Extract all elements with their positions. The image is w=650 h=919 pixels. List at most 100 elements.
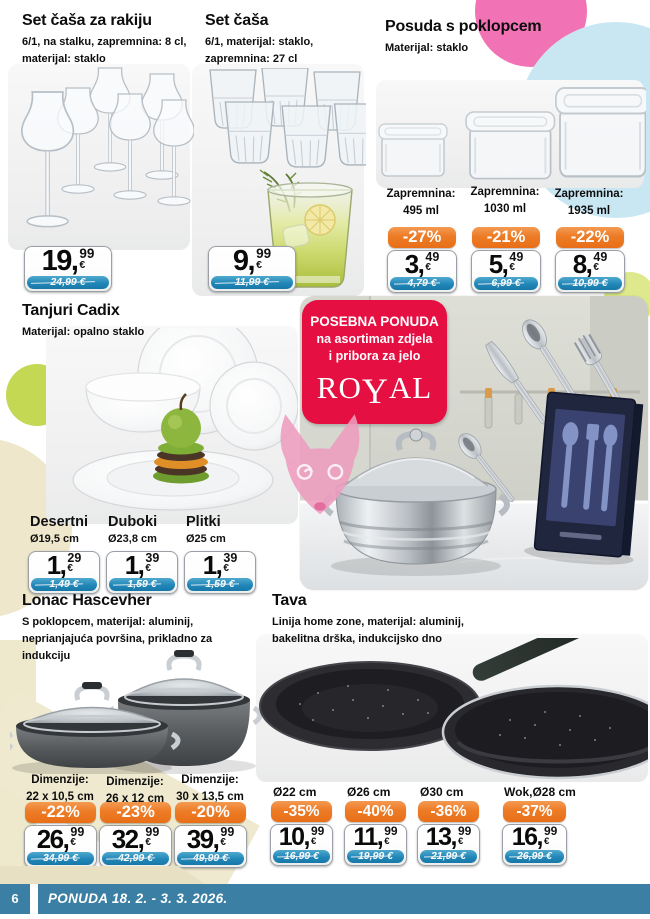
lonac-variant-label-0: Dimenzije: 22 x 10,5 cm: [26, 774, 94, 803]
price-currency: €: [425, 262, 431, 273]
footer-offer-period: PONUDA 18. 2. - 3. 3. 2026.: [38, 884, 650, 914]
price-main: 1,: [46, 550, 67, 580]
tava-desc-line1: Linija home zone, materijal: aluminij,: [272, 616, 464, 628]
cadix-price-0: 1, 29 € 1,49 €: [28, 551, 100, 594]
old-price: 34,99 €: [27, 852, 94, 865]
old-price: 26,99 €: [505, 850, 564, 863]
price-main: 26,: [36, 824, 70, 854]
rakija-title: Set čaša za rakiju: [22, 12, 152, 29]
tava-price-2: -36% 13, 99 € 21,99 €: [417, 801, 480, 866]
cadix-plates-image: [72, 328, 298, 511]
posuda-price-2: -22% 8, 49 € 10,99 €: [555, 227, 625, 293]
price-dec: 99: [79, 246, 95, 261]
casa-desc: 6/1, materijal: staklo, zapremnina: 27 c…: [205, 34, 313, 68]
old-price: 10,99 €: [558, 277, 622, 290]
special-line2: na asortiman zdjela: [316, 332, 433, 347]
price-tag: 39, 99 € 49,99 €: [174, 825, 247, 868]
special-line3: i pribora za jelo: [328, 349, 421, 364]
old-price: 1,59 €: [187, 578, 253, 591]
special-line1: POSEBNA PONUDA: [310, 314, 439, 329]
price-dec: 99: [256, 246, 272, 261]
cadix-title: Tanjuri Cadix: [22, 302, 120, 319]
price-currency: €: [384, 836, 390, 847]
cadix-price-2: 1, 39 € 1,59 €: [184, 551, 256, 594]
price-tag: 1, 39 € 1,59 €: [106, 551, 178, 594]
rakija-glasses-image: [21, 67, 194, 228]
price-main: 11,: [353, 823, 383, 851]
price-tag: 8, 49 € 10,99 €: [555, 250, 625, 293]
price-currency: €: [457, 836, 464, 847]
posuda-containers-image: [378, 86, 646, 180]
discount-badge: -40%: [345, 801, 406, 822]
posuda-variant-label-2: Zapremnina: 1935 ml: [554, 188, 624, 217]
lonac-desc: S poklopcem, materijal: aluminij, nepria…: [22, 614, 212, 665]
fruit-stack: [153, 393, 209, 484]
old-price: 1,59 €: [109, 578, 175, 591]
pot-image: [322, 428, 510, 576]
price-dec: 99: [384, 824, 398, 838]
casa-desc-line2: zapremnina: 27 cl: [205, 53, 298, 66]
discount-badge: -27%: [388, 227, 456, 248]
casa-price: 9, 99 € 11,99 €: [208, 246, 296, 292]
tava-pans-image: [259, 638, 648, 780]
old-price: 42,99 €: [102, 852, 169, 865]
price-main: 16,: [511, 823, 544, 851]
rakija-desc-line1: 6/1, na stalku, zapremnina: 8 cl,: [22, 36, 187, 48]
price-currency: €: [145, 837, 151, 848]
posuda-desc: Materijal: staklo: [385, 42, 469, 54]
price-dec: 99: [220, 825, 235, 839]
discount-badge: -20%: [175, 802, 246, 823]
price-dec: 99: [457, 824, 472, 838]
price-dec: 99: [70, 825, 85, 839]
lonac-desc-line2: neprianjajuća površina, prikladno za: [22, 633, 213, 646]
cadix-price-1: 1, 39 € 1,59 €: [106, 551, 178, 594]
lonac-price-0: -22% 26, 99 € 34,99 €: [24, 802, 97, 868]
special-offer-badge: POSEBNA PONUDA na asortiman zdjela i pri…: [302, 300, 447, 424]
tava-desc: Linija home zone, materijal: aluminij, b…: [272, 614, 464, 648]
rakija-desc: 6/1, na stalku, zapremnina: 8 cl, materi…: [22, 34, 186, 68]
price-currency: €: [67, 563, 73, 574]
tava-price-3: -37% 16, 99 € 26,99 €: [502, 801, 567, 866]
rakija-price-tag: 19, 99 € 24,99 €: [24, 246, 112, 292]
lonac-variant-label-1: Dimenzije: 26 x 12 cm: [105, 776, 165, 805]
cadix-variant-label-1: Duboki Ø23,8 cm: [108, 514, 158, 546]
tava-variant-label-3: Wok,Ø28 cm: [504, 785, 576, 799]
price-main: 3,: [404, 249, 425, 279]
price-main: 10,: [278, 823, 311, 851]
price-tag: 10, 99 € 16,99 €: [270, 824, 333, 866]
old-price: 16,99 €: [273, 850, 330, 863]
price-main: 13,: [425, 823, 458, 851]
old-price: 49,99 €: [177, 852, 244, 865]
price-currency: €: [70, 837, 76, 848]
discount-badge: -36%: [418, 801, 479, 822]
price-main: 39,: [186, 824, 220, 854]
old-price: 6,99 €: [474, 277, 538, 290]
discount-badge: -22%: [556, 227, 624, 248]
price-tag: 1, 39 € 1,59 €: [184, 551, 256, 594]
price-dec: 49: [509, 250, 524, 264]
rakija-price: 19, 99 € 24,99 €: [24, 246, 112, 292]
tava-variant-label-2: Ø30 cm: [420, 785, 464, 799]
price-tag: 32, 99 € 42,99 €: [99, 825, 172, 868]
cutlery-box-image: [524, 391, 644, 565]
price-dec: 29: [67, 551, 82, 565]
price-tag: 5, 49 € 6,99 €: [471, 250, 541, 293]
price-dec: 49: [425, 250, 440, 264]
special-offer-photo: [300, 296, 648, 590]
price-dec: 49: [593, 250, 608, 264]
discount-badge: -23%: [100, 802, 171, 823]
casa-old-price: 11,99 €: [211, 276, 293, 289]
fox-mascot: [280, 414, 360, 515]
footer-beige-wedge: [0, 866, 205, 884]
old-price: 19,99 €: [347, 850, 404, 863]
tava-desc-line2: bakelitna drška, indukcijsko dno: [272, 633, 442, 646]
price-dec: 99: [543, 824, 558, 838]
price-main: 9,: [232, 245, 256, 277]
price-tag: 13, 99 € 21,99 €: [417, 824, 480, 866]
discount-badge: -35%: [271, 801, 332, 822]
price-currency: €: [223, 563, 229, 574]
tava-variant-label-1: Ø26 cm: [347, 785, 391, 799]
lonac-desc-line1: S poklopcem, materijal: aluminij,: [22, 616, 194, 628]
tava-variant-label-0: Ø22 cm: [273, 785, 317, 799]
price-tag: 1, 29 € 1,49 €: [28, 551, 100, 594]
